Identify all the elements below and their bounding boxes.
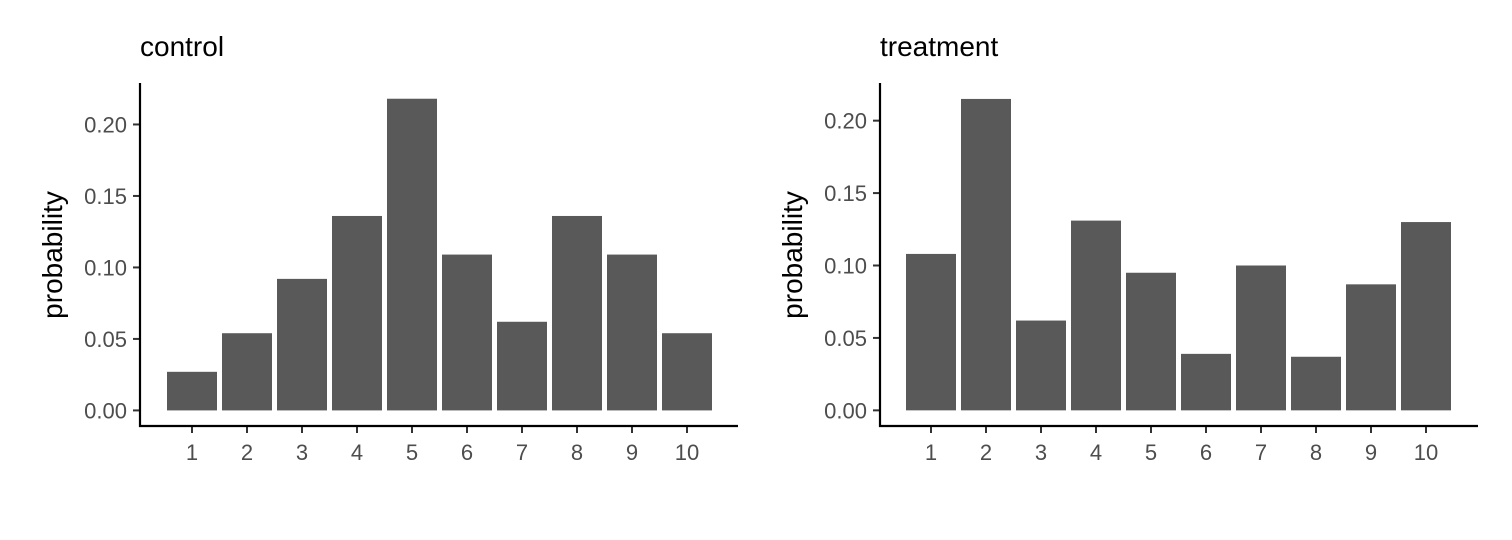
y-tick-label: 0.05	[824, 326, 867, 351]
bar-4	[1071, 220, 1121, 411]
bars	[906, 98, 1451, 411]
x-tick-label: 1	[925, 440, 937, 465]
panel-control: control probability 0.00 0.05 0.10 0.15 0.20…	[37, 31, 738, 465]
x-tick-label: 6	[1200, 440, 1212, 465]
x-tick-label: 5	[1145, 440, 1157, 465]
x-tick-label: 10	[675, 440, 699, 465]
bar-5	[1126, 272, 1176, 411]
x-tick-label: 2	[241, 440, 253, 465]
axis-lines	[878, 83, 1478, 428]
panel-treatment: treatment probability 0.000.050.100.150.…	[777, 31, 1478, 465]
bar-2	[961, 98, 1011, 411]
y-tick-label: 0.15	[824, 181, 867, 206]
x-tick-label: 8	[1310, 440, 1322, 465]
x-tick-label: 5	[406, 440, 418, 465]
x-tick-label: 1	[186, 440, 198, 465]
bar-9	[607, 254, 657, 411]
bars	[167, 98, 712, 411]
y-tick-label: 0.10	[824, 254, 867, 279]
x-tick-label: 8	[571, 440, 583, 465]
x-tick-label: 3	[1035, 440, 1047, 465]
bar-3	[1016, 320, 1066, 411]
x-ticks: 1 2 3 4 5 6 7 8 9 10	[925, 426, 1438, 465]
bar-2	[222, 333, 272, 411]
x-tick-label: 7	[516, 440, 528, 465]
x-tick-label: 9	[1365, 440, 1377, 465]
y-tick-label: 0.05	[84, 327, 127, 352]
y-tick-label: 0.00	[84, 398, 127, 423]
bar-7	[1236, 265, 1286, 411]
x-tick-label: 9	[626, 440, 638, 465]
y-tick-label: 0.20	[824, 109, 867, 134]
y-tick-label: 0.15	[84, 184, 127, 209]
bar-8	[1291, 356, 1341, 411]
bar-9	[1346, 284, 1396, 411]
bar-4	[332, 215, 382, 411]
x-tick-label: 4	[1090, 440, 1102, 465]
bar-1	[167, 371, 217, 411]
x-tick-label: 6	[461, 440, 473, 465]
axis-lines	[138, 83, 738, 428]
y-tick-label: 0.00	[824, 398, 867, 423]
y-ticks: 0.00 0.05 0.10 0.15 0.20	[84, 112, 140, 423]
y-axis-label: probability	[37, 191, 68, 319]
bar-6	[442, 254, 492, 411]
x-tick-label: 4	[351, 440, 363, 465]
y-tick-label: 0.20	[84, 112, 127, 137]
bar-10	[662, 333, 712, 411]
chart-title: treatment	[880, 31, 998, 62]
x-tick-label: 2	[980, 440, 992, 465]
bar-10	[1401, 222, 1451, 411]
bar-7	[497, 321, 547, 411]
x-tick-label: 7	[1255, 440, 1267, 465]
bar-3	[277, 278, 327, 411]
bar-8	[552, 215, 602, 411]
x-tick-label: 10	[1414, 440, 1438, 465]
y-tick-label: 0.10	[84, 255, 127, 280]
bar-1	[906, 253, 956, 411]
chart-title: control	[140, 31, 224, 62]
x-ticks: 1 2 3 4 5 6 7 8 9 10	[186, 426, 699, 465]
y-axis-label: probability	[777, 191, 808, 319]
bar-5	[387, 98, 437, 411]
bar-6	[1181, 353, 1231, 411]
y-ticks: 0.00 0.05 0.10 0.15 0.20	[824, 109, 880, 423]
x-tick-label: 3	[296, 440, 308, 465]
